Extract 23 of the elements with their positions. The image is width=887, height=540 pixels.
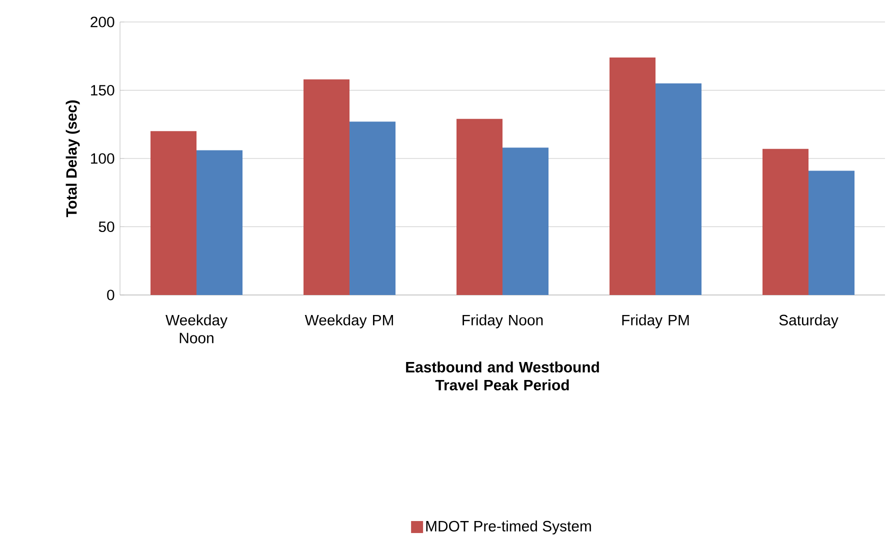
x-tick-label: Friday PM — [622, 314, 689, 328]
y-tick-label: 150 — [91, 84, 114, 96]
bar — [196, 150, 243, 295]
bar — [150, 131, 197, 295]
legend-label: MDOT Pre-timed System — [426, 520, 591, 534]
y-axis-title: Total Delay (sec) — [66, 100, 80, 218]
y-tick-label: 200 — [90, 16, 114, 28]
y-tick-label: 100 — [91, 153, 114, 164]
bar — [456, 118, 503, 295]
bar — [502, 148, 549, 295]
bar — [350, 122, 396, 295]
y-tick-label: 0 — [107, 290, 114, 300]
bar — [808, 170, 855, 295]
bar — [610, 57, 656, 295]
x-tick-label: Weekday Noon — [166, 314, 228, 344]
bar — [762, 148, 809, 295]
x-tick-label: Saturday — [779, 314, 838, 328]
x-axis-title: Eastbound and Westbound Travel Peak Period — [406, 361, 599, 390]
bar — [656, 83, 702, 295]
x-tick-label: Friday Noon — [462, 314, 543, 328]
bar — [304, 79, 350, 295]
y-tick-label: 50 — [98, 221, 114, 232]
x-tick-label: Weekday PM — [304, 314, 393, 328]
